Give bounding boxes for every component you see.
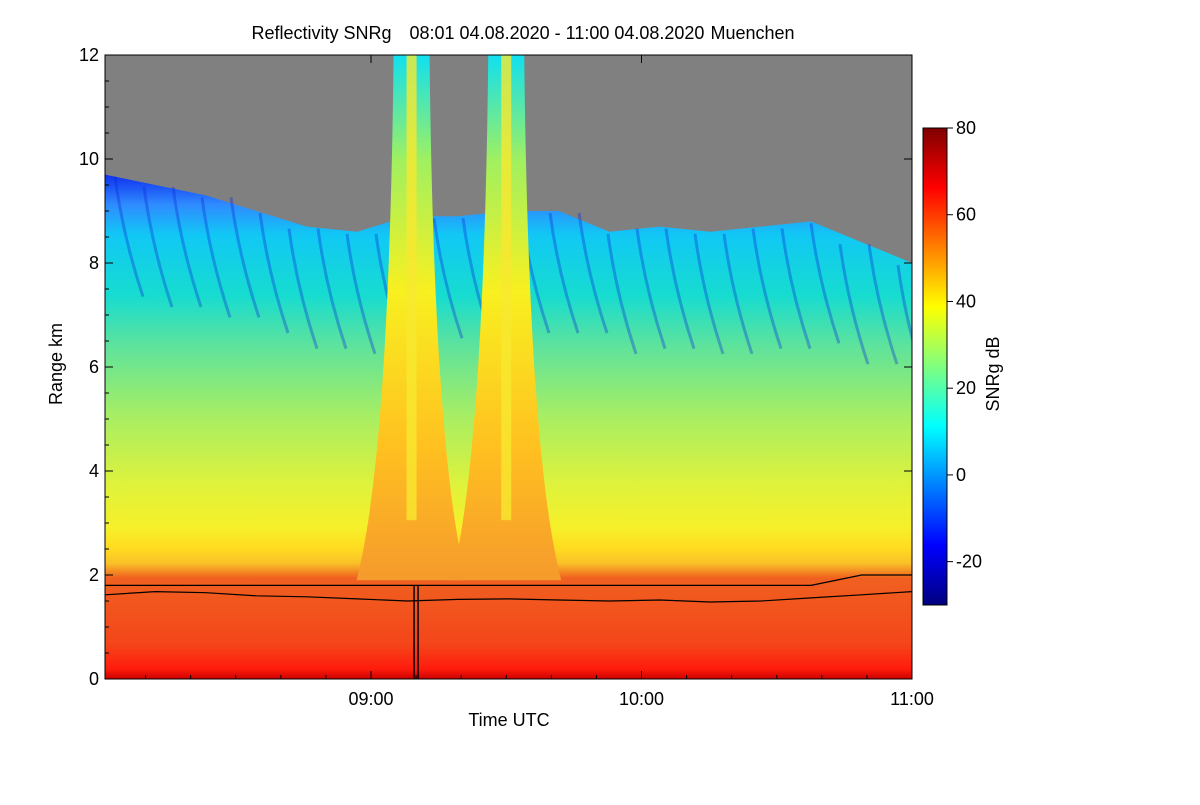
y-tick-label: 0 [89, 669, 99, 689]
colorbar-tick-label: 40 [956, 291, 976, 311]
x-tick-label: 09:00 [348, 689, 393, 709]
streak [577, 212, 609, 334]
streak [606, 233, 638, 355]
boundary-layer-line [105, 590, 912, 603]
streak [896, 264, 912, 344]
streak [635, 228, 667, 350]
heatmap-area [105, 55, 912, 679]
streak [287, 228, 319, 350]
colorbar-label: SNRg dB [983, 336, 1003, 411]
colorbar-ticks: -20 0 20 40 60 80 [947, 118, 982, 572]
x-tick-label: 10:00 [619, 689, 664, 709]
streak [664, 228, 696, 350]
colorbar-tick-label: 80 [956, 118, 976, 138]
streak [316, 228, 348, 350]
streak [780, 228, 812, 350]
y-axis-label: Range km [46, 323, 66, 405]
y-tick-label: 4 [89, 461, 99, 481]
y-tick-label: 12 [79, 45, 99, 65]
colorbar-tick-label: 60 [956, 205, 976, 225]
axes: 0 2 4 6 8 10 12 09:00 10:00 11:00 [79, 45, 934, 709]
y-tick-label: 6 [89, 357, 99, 377]
y-tick-label: 2 [89, 565, 99, 585]
upper-threshold-line [105, 574, 912, 586]
streak [432, 218, 464, 339]
y-tick-label: 10 [79, 149, 99, 169]
precip-core-1 [406, 55, 417, 521]
streak [548, 212, 580, 334]
streak [722, 233, 754, 355]
streak [171, 186, 203, 308]
chart-title: Reflectivity SNRg 08:01 04.08.2020 - 11:0… [251, 23, 794, 43]
colorbar [922, 127, 948, 606]
colorbar-tick-label: 20 [956, 378, 976, 398]
streak [867, 244, 899, 365]
x-tick-label: 11:00 [890, 689, 934, 709]
streak [751, 228, 783, 350]
colorbar-tick-label: -20 [956, 552, 982, 572]
streak [200, 197, 232, 318]
streak [809, 223, 841, 344]
x-axis-label: Time UTC [468, 710, 549, 730]
y-tick-label: 8 [89, 253, 99, 273]
streak [113, 176, 145, 298]
streak [693, 233, 725, 355]
streak [142, 186, 174, 308]
streak [345, 233, 377, 355]
streak [229, 197, 261, 318]
streak [258, 212, 290, 334]
colorbar-tick-label: 0 [956, 465, 966, 485]
precip-core-2 [501, 55, 512, 521]
streak [838, 244, 870, 365]
